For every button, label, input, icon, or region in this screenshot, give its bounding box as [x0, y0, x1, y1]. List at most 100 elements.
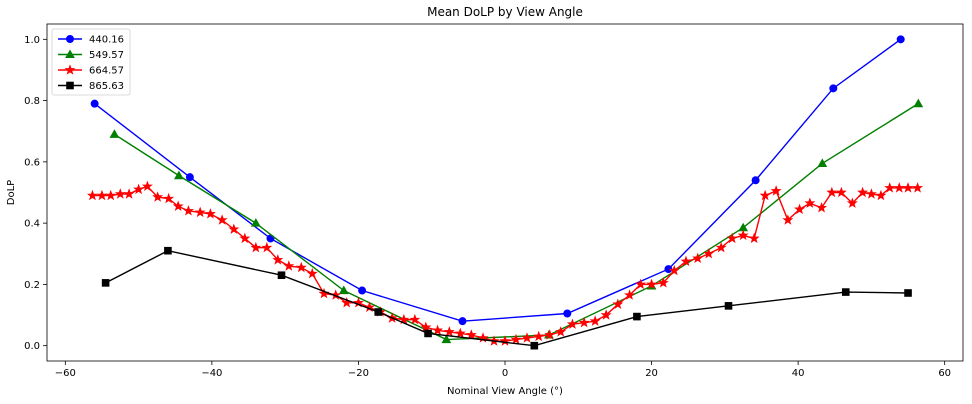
data-point	[770, 185, 782, 196]
data-point	[624, 289, 636, 300]
data-point	[272, 254, 284, 265]
x-tick-label: −20	[348, 368, 369, 379]
data-point	[912, 182, 924, 193]
data-point	[454, 327, 466, 339]
legend-item: 664.57	[58, 64, 124, 77]
series-865.63	[101, 246, 912, 350]
data-point	[283, 260, 295, 271]
data-point	[563, 309, 572, 318]
data-point	[555, 326, 567, 337]
data-point	[86, 189, 98, 201]
data-point	[432, 324, 444, 336]
data-point	[600, 309, 612, 320]
data-point	[458, 317, 467, 326]
data-point	[794, 203, 806, 215]
legend-marker	[66, 81, 74, 90]
series-layer	[86, 35, 924, 350]
data-point	[216, 214, 228, 225]
data-point	[152, 191, 164, 202]
data-point	[902, 182, 914, 193]
x-tick-label: 0	[502, 368, 508, 379]
data-point	[109, 129, 120, 138]
data-point	[172, 200, 184, 211]
data-point	[185, 173, 194, 182]
data-point	[913, 98, 924, 108]
data-point	[857, 186, 869, 198]
legend-label: 865.63	[89, 81, 124, 92]
data-point	[646, 278, 658, 290]
data-point	[204, 208, 216, 219]
x-tick-label: −60	[55, 368, 76, 379]
series-440.16	[90, 35, 905, 326]
data-point	[893, 182, 905, 193]
x-tick-label: 20	[645, 368, 658, 379]
data-point	[182, 205, 194, 216]
data-point	[123, 188, 135, 199]
x-tick-label: 40	[792, 368, 805, 379]
legend-label: 440.16	[89, 35, 124, 46]
data-point	[904, 289, 912, 297]
y-tick-label: 0.0	[24, 341, 40, 352]
legend-item: 440.16	[58, 35, 124, 46]
data-point	[875, 189, 887, 201]
y-axis-label: DoLP	[6, 180, 17, 205]
data-point	[544, 329, 556, 340]
data-point	[737, 229, 749, 241]
data-point	[441, 334, 452, 344]
data-point	[163, 192, 175, 204]
y-tick-label: 0.4	[24, 219, 40, 230]
x-axis-label: Nominal View Angle (°)	[447, 386, 563, 397]
series-line	[94, 38, 902, 322]
data-point	[374, 308, 383, 316]
data-point	[633, 312, 641, 321]
x-tick-label: 60	[938, 368, 951, 379]
legend-marker	[64, 64, 76, 75]
data-point	[715, 241, 727, 253]
data-point	[295, 261, 307, 273]
y-tick-label: 1.0	[24, 35, 40, 46]
data-point	[409, 313, 421, 325]
data-point	[239, 232, 251, 244]
data-point	[443, 326, 455, 337]
y-tick-label: 0.8	[24, 96, 40, 107]
data-point	[338, 285, 349, 295]
data-point	[829, 84, 838, 93]
data-point	[521, 332, 533, 343]
data-point	[865, 188, 877, 199]
legend-label: 549.57	[89, 50, 124, 61]
x-axis: −60 −40 −20 0 20 40 60	[55, 361, 951, 379]
data-point	[846, 197, 858, 208]
data-point	[566, 318, 578, 329]
data-point	[101, 279, 110, 287]
data-point	[250, 241, 262, 253]
data-point	[692, 252, 704, 264]
data-point	[680, 255, 692, 267]
y-tick-label: 0.2	[24, 280, 40, 291]
y-tick-label: 0.6	[24, 157, 40, 168]
data-point	[884, 182, 896, 193]
chart-title: Mean DoLP by View Angle	[427, 5, 583, 19]
legend-item: 549.57	[58, 49, 124, 61]
data-point	[358, 286, 367, 295]
data-point	[530, 341, 539, 350]
data-point	[277, 271, 286, 280]
legend-label: 664.57	[89, 66, 124, 77]
series-line	[105, 249, 909, 347]
data-point	[96, 189, 108, 201]
data-point	[782, 214, 794, 225]
data-point	[635, 278, 647, 290]
data-point	[133, 183, 145, 195]
data-point	[261, 241, 273, 253]
data-point	[826, 186, 838, 198]
data-point	[726, 232, 738, 244]
plot-area	[46, 23, 964, 362]
data-point	[835, 186, 847, 198]
legend-item: 865.63	[58, 81, 124, 92]
data-point	[465, 329, 477, 340]
data-point	[533, 330, 545, 342]
series-664.57	[86, 180, 924, 346]
data-point	[420, 321, 432, 332]
data-point	[510, 333, 522, 345]
data-point	[751, 176, 760, 185]
data-point	[724, 302, 733, 310]
